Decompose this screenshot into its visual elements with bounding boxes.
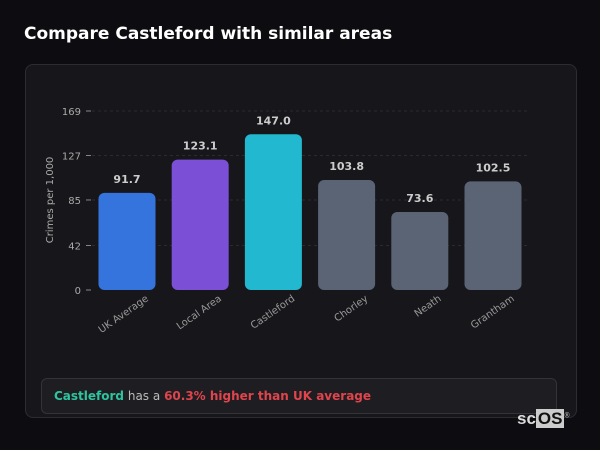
y-tick-label: 42 (68, 242, 81, 253)
data-label: 73.6 (406, 192, 433, 205)
bar-castleford (244, 134, 302, 290)
x-tick-label: Local Area (175, 293, 224, 332)
x-tick-label: UK Average (97, 293, 151, 335)
summary-comparison: 60.3% higher than UK average (164, 389, 372, 403)
page-title: Compare Castleford with similar areas (24, 24, 393, 44)
summary-area: Castleford (54, 389, 125, 403)
data-label: 123.1 (183, 140, 218, 153)
x-tick-label: Chorley (333, 293, 371, 324)
bar-grantham (464, 181, 522, 290)
data-label: 91.7 (113, 173, 140, 186)
y-tick-label: 127 (62, 151, 81, 162)
y-tick-label: 169 (62, 107, 81, 118)
data-label: 102.5 (476, 161, 511, 174)
data-label: 103.8 (329, 160, 364, 173)
y-tick-label: 0 (75, 286, 81, 297)
scos-logo: sc OS ® (517, 409, 570, 428)
bar-uk-average (98, 192, 156, 290)
x-tick-label: Grantham (469, 293, 517, 331)
bar-neath (391, 212, 449, 290)
x-tick-label: Castleford (249, 293, 297, 331)
comparison-summary: Castleford has a 60.3% higher than UK av… (41, 378, 557, 414)
summary-connector: has a (127, 389, 161, 403)
x-tick-label: Neath (413, 293, 444, 319)
data-label: 147.0 (256, 114, 291, 127)
y-axis-label: Crimes per 1,000 (45, 157, 56, 244)
bar-chorley (318, 180, 376, 290)
y-tick-label: 85 (68, 196, 81, 207)
bar-local-area (171, 159, 229, 290)
